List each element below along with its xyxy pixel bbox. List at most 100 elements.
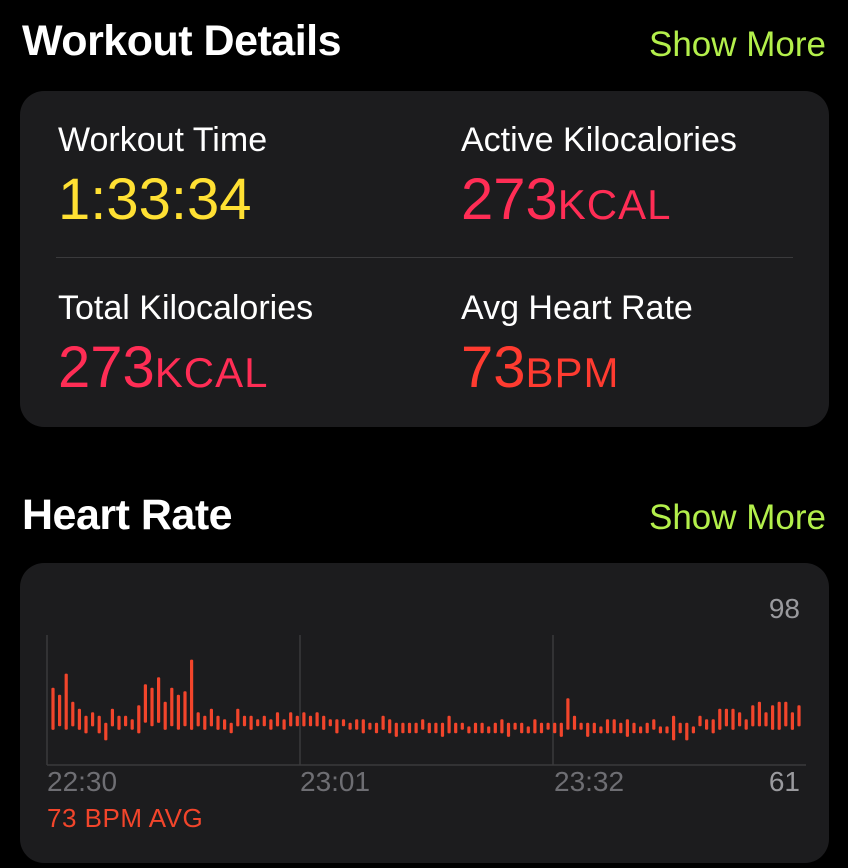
heart-rate-bar — [658, 726, 662, 734]
heart-rate-bar — [645, 722, 649, 734]
workout-details-title: Workout Details — [22, 17, 342, 65]
heart-rate-bar — [196, 712, 200, 727]
avg-heart-rate-value: 73BPM — [461, 339, 693, 397]
heart-rate-bar — [183, 691, 187, 727]
heart-rate-bar — [685, 722, 689, 741]
heart-rate-bar — [771, 705, 775, 730]
active-kilocalories-label: Active Kilocalories — [461, 121, 737, 159]
heart-rate-bar — [262, 715, 266, 727]
avg-bpm-label: 73 BPM AVG — [47, 803, 203, 833]
heart-rate-bar — [572, 715, 577, 730]
heart-rate-bar — [520, 722, 524, 734]
heart-rate-bar — [480, 722, 484, 734]
heart-rate-bar — [414, 722, 418, 734]
heart-rate-bar — [777, 701, 781, 730]
heart-rate-bar — [124, 715, 128, 727]
heart-rate-bar — [751, 705, 755, 727]
heart-rate-bar — [51, 687, 55, 730]
heart-rate-bar — [605, 719, 610, 734]
heart-rate-bar — [454, 722, 458, 734]
heart-rate-bar — [361, 719, 365, 734]
heart-rate-bar — [718, 708, 722, 730]
x-tick-label: 23:32 — [554, 766, 624, 797]
heart-rate-bar — [421, 719, 425, 730]
heart-rate-bar — [374, 722, 379, 734]
heart-rate-bar — [104, 722, 108, 741]
heart-rate-bar — [209, 708, 213, 727]
heart-rate-bar — [493, 722, 497, 734]
total-kilocalories-metric: Total Kilocalories 273KCAL — [58, 291, 313, 397]
heart-rate-bar — [71, 701, 75, 727]
chart-max-label: 98 — [769, 593, 800, 624]
heart-rate-bar — [632, 722, 636, 734]
heart-rate-bar — [764, 712, 768, 727]
chart-min-label: 61 — [769, 766, 800, 797]
heart-rate-bar — [143, 684, 147, 723]
heart-rate-bar — [506, 722, 511, 737]
heart-rate-bar — [256, 719, 260, 727]
metrics-divider — [56, 257, 793, 258]
heart-rate-bar — [797, 705, 801, 727]
heart-rate-bar — [440, 722, 445, 737]
heart-rate-bar — [705, 719, 709, 730]
heart-rate-card: 98 61 22:30 23:01 23:32 73 BPM AVG — [20, 563, 829, 863]
total-kilocalories-unit: KCAL — [154, 349, 269, 396]
workout-details-show-more-link[interactable]: Show More — [648, 25, 826, 64]
heart-rate-bar — [216, 715, 220, 730]
heart-rate-bar — [170, 687, 174, 727]
heart-rate-bar — [381, 715, 385, 730]
heart-rate-bar — [150, 687, 154, 727]
heart-rate-bar — [427, 722, 431, 734]
heart-rate-bar — [724, 708, 728, 727]
total-kilocalories-number: 273 — [58, 335, 155, 400]
heart-rate-bar — [619, 722, 623, 734]
heart-rate-bar — [64, 673, 68, 730]
active-kilocalories-metric: Active Kilocalories 273KCAL — [461, 123, 737, 229]
heart-rate-bar — [586, 722, 590, 737]
heart-rate-bar — [599, 726, 603, 734]
heart-rate-title: Heart Rate — [22, 491, 233, 539]
heart-rate-bar — [275, 712, 280, 727]
heart-rate-bar — [190, 659, 194, 730]
heart-rate-bar — [546, 722, 550, 730]
workout-time-number: 1:33:34 — [58, 167, 252, 232]
active-kilocalories-number: 273 — [461, 167, 558, 232]
heart-rate-bar — [236, 708, 240, 727]
heart-rate-bar — [566, 698, 570, 730]
chart-bars — [51, 659, 801, 741]
heart-rate-bar — [460, 722, 464, 730]
heart-rate-bar — [328, 719, 332, 727]
heart-rate-bar — [157, 677, 161, 723]
heart-rate-bar — [163, 701, 167, 730]
heart-rate-show-more-link[interactable]: Show More — [648, 498, 826, 537]
heart-rate-bar — [58, 694, 62, 727]
heart-rate-bar — [691, 726, 695, 734]
total-kilocalories-value: 273KCAL — [58, 339, 313, 397]
workout-time-metric: Workout Time 1:33:34 — [58, 123, 267, 229]
avg-heart-rate-label: Avg Heart Rate — [461, 289, 693, 327]
heart-rate-bar — [91, 712, 95, 727]
heart-rate-bar — [341, 719, 346, 727]
heart-rate-bar — [579, 722, 583, 730]
heart-rate-bar — [355, 719, 359, 730]
heart-rate-bar — [223, 719, 227, 730]
heart-rate-bar — [348, 722, 352, 730]
heart-rate-bar — [110, 708, 114, 727]
total-kilocalories-label: Total Kilocalories — [58, 289, 314, 327]
heart-rate-bar — [269, 719, 273, 730]
heart-rate-bar — [698, 715, 702, 727]
heart-rate-bar — [513, 722, 517, 730]
heart-rate-bar — [249, 715, 253, 730]
heart-rate-bar — [295, 715, 299, 727]
heart-rate-bar — [665, 726, 669, 734]
heart-rate-bar — [97, 715, 101, 734]
heart-rate-bar — [711, 719, 715, 734]
heart-rate-bar — [242, 715, 247, 727]
heart-rate-bar — [744, 719, 748, 730]
heart-rate-bar — [401, 722, 405, 734]
heart-rate-bar — [176, 694, 180, 730]
heart-rate-bar — [77, 708, 81, 730]
workout-time-value: 1:33:34 — [58, 171, 267, 229]
heart-rate-bar — [117, 715, 121, 730]
heart-rate-bar — [467, 726, 471, 734]
